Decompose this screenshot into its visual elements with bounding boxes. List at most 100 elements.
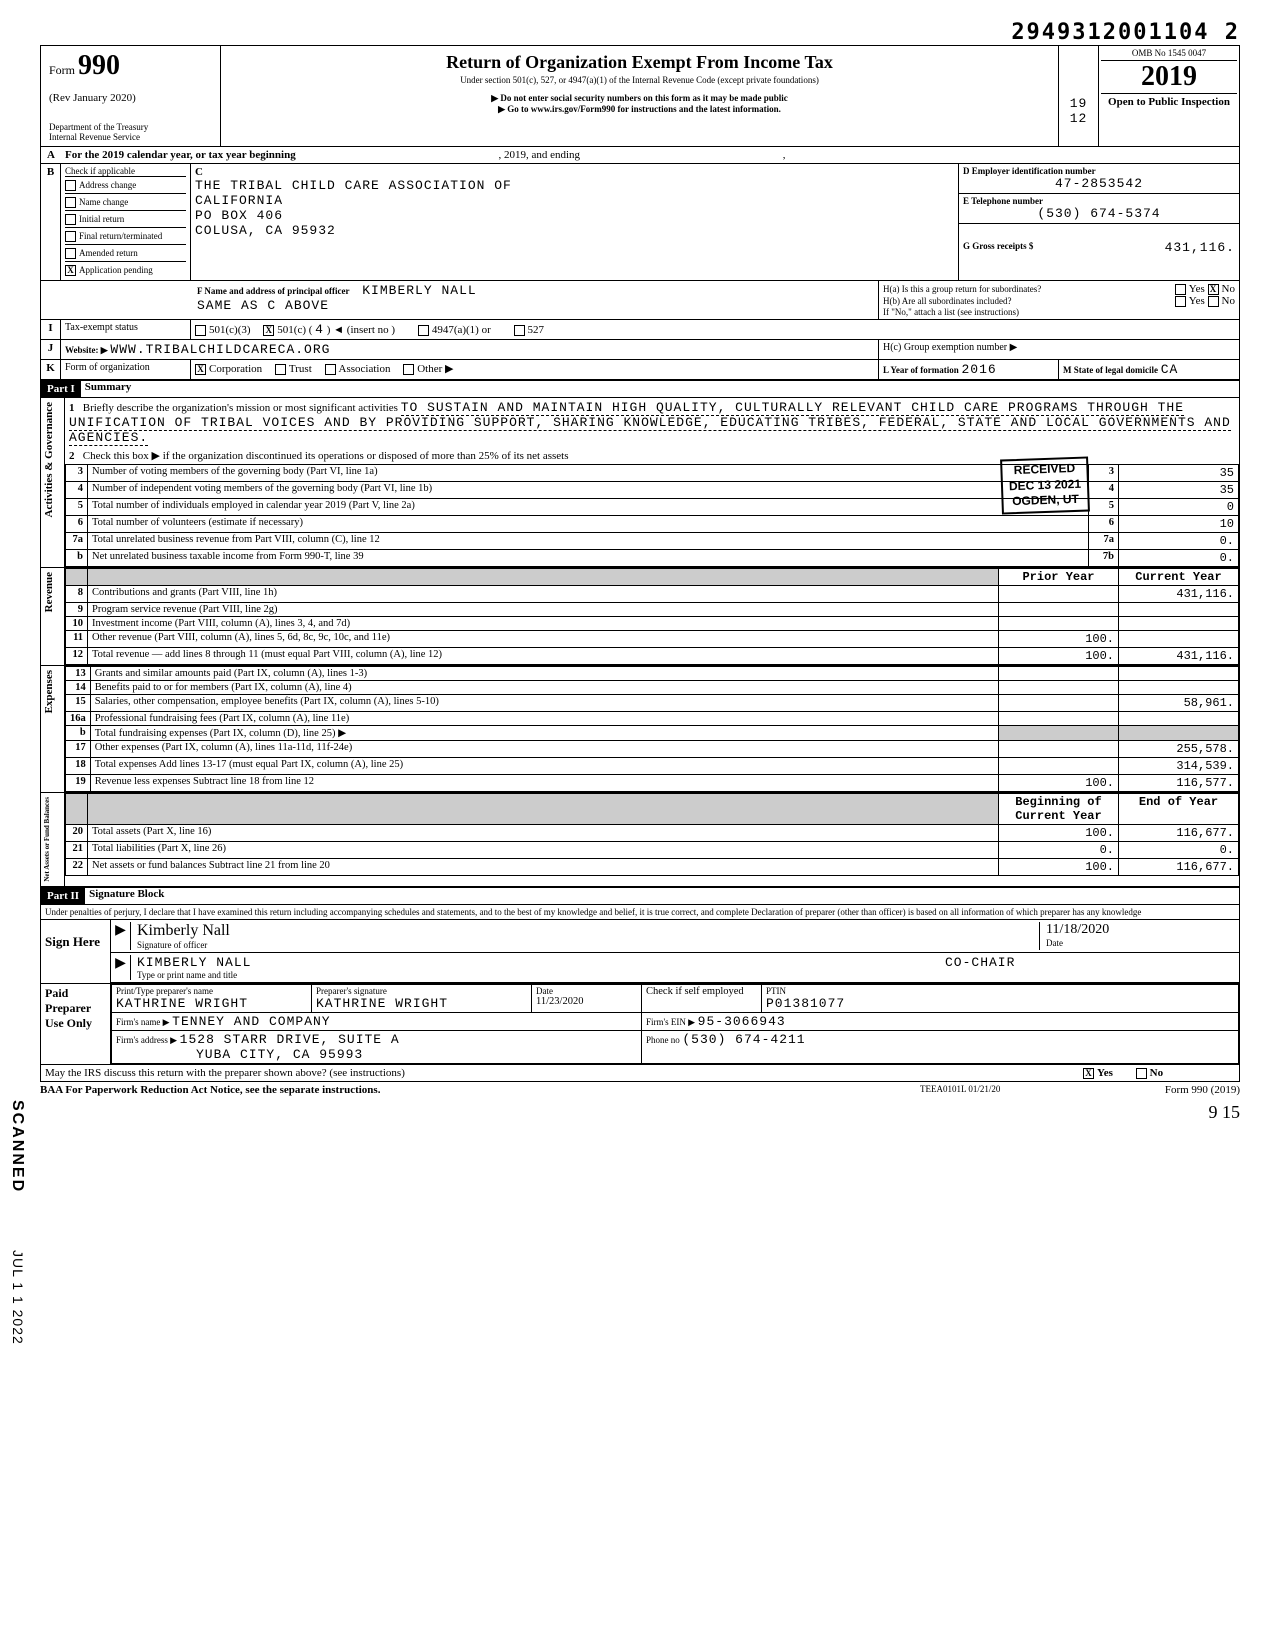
- exp-row-17: 17Other expenses (Part IX, column (A), l…: [66, 741, 1239, 758]
- prep-sig: KATHRINE WRIGHT: [316, 996, 527, 1011]
- phone-value: (530) 674-5374: [963, 206, 1235, 221]
- ptin-label: PTIN: [766, 986, 1234, 996]
- h-note: If "No," attach a list (see instructions…: [883, 307, 1235, 317]
- year-formation-value: 2016: [962, 362, 997, 377]
- exp-row-18: 18Total expenses Add lines 13-17 (must e…: [66, 758, 1239, 775]
- form-seq: 19 12: [1059, 46, 1099, 146]
- form-title: Return of Organization Exempt From Incom…: [225, 52, 1054, 73]
- sig-date: 11/18/2020: [1046, 922, 1239, 938]
- firm-addr2: YUBA CITY, CA 95993: [196, 1047, 363, 1062]
- tax-exempt-label: Tax-exempt status: [61, 320, 191, 339]
- check-initial-return[interactable]: Initial return: [65, 210, 186, 227]
- rev-row-12: 12Total revenue — add lines 8 through 11…: [66, 648, 1239, 665]
- officer-name: KIMBERLY NALL: [362, 283, 476, 298]
- ein-label: D Employer identification number: [963, 166, 1235, 176]
- stamp-city: OGDEN, UT: [1009, 492, 1082, 510]
- prep-sig-label: Preparer's signature: [316, 986, 527, 996]
- line-2-label: Check this box ▶ if the organization dis…: [83, 450, 569, 462]
- gov-row-6: 6Total number of volunteers (estimate if…: [66, 516, 1239, 533]
- sign-here-label: Sign Here: [41, 920, 111, 983]
- firm-ein-label: Firm's EIN ▶: [646, 1017, 695, 1027]
- discuss-no: No: [1150, 1067, 1163, 1079]
- line-k-label: K: [41, 360, 61, 379]
- check-name-change[interactable]: Name change: [65, 193, 186, 210]
- paid-preparer-label: Paid Preparer Use Only: [41, 984, 111, 1064]
- scanned-stamp: SCANNED: [8, 1100, 26, 1193]
- gov-row-b: bNet unrelated business taxable income f…: [66, 550, 1239, 567]
- exp-row-14: 14Benefits paid to or for members (Part …: [66, 681, 1239, 695]
- tax-exempt-opts: 501(c)(3) X501(c) ( 4 ) ◄ (insert no ) 4…: [191, 320, 1239, 339]
- net-row-22: 22Net assets or fund balances Subtract l…: [66, 859, 1239, 876]
- firm-phone: (530) 674-4211: [682, 1032, 805, 1047]
- jul-date-stamp: JUL 1 1 2022: [10, 1250, 26, 1345]
- check-final-return-terminated[interactable]: Final return/terminated: [65, 227, 186, 244]
- gov-side-label: Activities & Governance: [41, 398, 57, 521]
- document-id: 2949312001104 2: [40, 20, 1240, 45]
- line-i-label: I: [41, 320, 61, 339]
- prep-date-label: Date: [536, 986, 637, 996]
- tax-year: 2019: [1101, 61, 1237, 93]
- gross-receipts-label: G Gross receipts $: [963, 241, 1033, 251]
- prep-name-label: Print/Type preparer's name: [116, 986, 307, 996]
- check-amended-return[interactable]: Amended return: [65, 244, 186, 261]
- exp-side-label: Expenses: [41, 666, 57, 717]
- check-address-change[interactable]: Address change: [65, 176, 186, 193]
- footer-form: Form 990 (2019): [1100, 1084, 1240, 1096]
- prep-name: KATHRINE WRIGHT: [116, 996, 307, 1011]
- year-formation-label: L Year of formation: [883, 365, 959, 375]
- title-label: Type or print name and title: [137, 970, 939, 980]
- website-label: Website: ▶: [65, 345, 108, 355]
- part-1-title: Summary: [81, 381, 131, 397]
- officer-addr: SAME AS C ABOVE: [197, 298, 874, 313]
- part-2-header: Part II: [41, 888, 85, 904]
- phone-label: E Telephone number: [963, 196, 1235, 206]
- form-number: Form 990: [49, 50, 212, 82]
- exp-row-b: bTotal fundraising expenses (Part IX, co…: [66, 726, 1239, 741]
- state-domicile-label: M State of legal domicile: [1063, 365, 1158, 375]
- ptin-value: P01381077: [766, 996, 1234, 1011]
- part-1-header: Part I: [41, 381, 81, 397]
- form-rev: (Rev January 2020): [49, 92, 212, 104]
- org-addr-2: COLUSA, CA 95932: [195, 223, 954, 238]
- website-value: WWW.TRIBALCHILDCARECA.ORG: [110, 342, 330, 357]
- omb-number: OMB No 1545 0047: [1101, 48, 1237, 61]
- officer-typed-name: KIMBERLY NALL: [137, 955, 939, 970]
- h-c: H(c) Group exemption number ▶: [879, 340, 1239, 359]
- form-note1: ▶ Do not enter social security numbers o…: [225, 93, 1054, 104]
- form-org-opts: XCorporation Trust Association Other ▶: [191, 360, 879, 379]
- firm-addr-label: Firm's address ▶: [116, 1035, 177, 1045]
- line-b-label: B: [41, 164, 61, 280]
- discuss-question: May the IRS discuss this return with the…: [41, 1065, 1079, 1081]
- line-j-label: J: [41, 340, 61, 359]
- gross-receipts-value: 431,116.: [1165, 240, 1235, 255]
- rev-row-10: 10Investment income (Part VIII, column (…: [66, 617, 1239, 631]
- sig-of-label: Signature of officer: [137, 940, 1039, 950]
- firm-name: TENNEY AND COMPANY: [172, 1014, 330, 1029]
- firm-ein: 95-3066943: [698, 1014, 786, 1029]
- rev-row-11: 11Other revenue (Part VIII, column (A), …: [66, 631, 1239, 648]
- form-note2: ▶ Go to www.irs.gov/Form990 for instruct…: [225, 104, 1054, 115]
- net-row-21: 21Total liabilities (Part X, line 26)0.0…: [66, 842, 1239, 859]
- rev-row-8: 8Contributions and grants (Part VIII, li…: [66, 586, 1239, 603]
- form-header: Form 990 (Rev January 2020) Department o…: [40, 45, 1240, 147]
- exp-row-15: 15Salaries, other compensation, employee…: [66, 695, 1239, 712]
- officer-signature: Kimberly Nall: [137, 922, 1039, 940]
- check-if-applicable: Check if applicable: [65, 166, 186, 176]
- self-employed-check: Check if self employed: [642, 984, 762, 1012]
- officer-title: CO-CHAIR: [945, 955, 1239, 970]
- line-1-label: Briefly describe the organization's miss…: [83, 402, 398, 414]
- exp-row-19: 19Revenue less expenses Subtract line 18…: [66, 775, 1239, 792]
- footer-code: TEEA0101L 01/21/20: [920, 1084, 1100, 1096]
- form-irs: Internal Revenue Service: [49, 132, 212, 142]
- line-a: For the 2019 calendar year, or tax year …: [61, 147, 1239, 163]
- form-dept: Department of the Treasury: [49, 122, 212, 132]
- ein-value: 47-2853542: [963, 176, 1235, 191]
- rev-row-9: 9Program service revenue (Part VIII, lin…: [66, 603, 1239, 617]
- line-a-label: A: [41, 147, 61, 163]
- check-application-pending[interactable]: XApplication pending: [65, 261, 186, 278]
- exp-row-16a: 16aProfessional fundraising fees (Part I…: [66, 712, 1239, 726]
- org-name-1: THE TRIBAL CHILD CARE ASSOCIATION OF: [195, 178, 954, 193]
- org-name-2: CALIFORNIA: [195, 193, 954, 208]
- jurat-text: Under penalties of perjury, I declare th…: [41, 905, 1145, 919]
- exp-row-13: 13Grants and similar amounts paid (Part …: [66, 667, 1239, 681]
